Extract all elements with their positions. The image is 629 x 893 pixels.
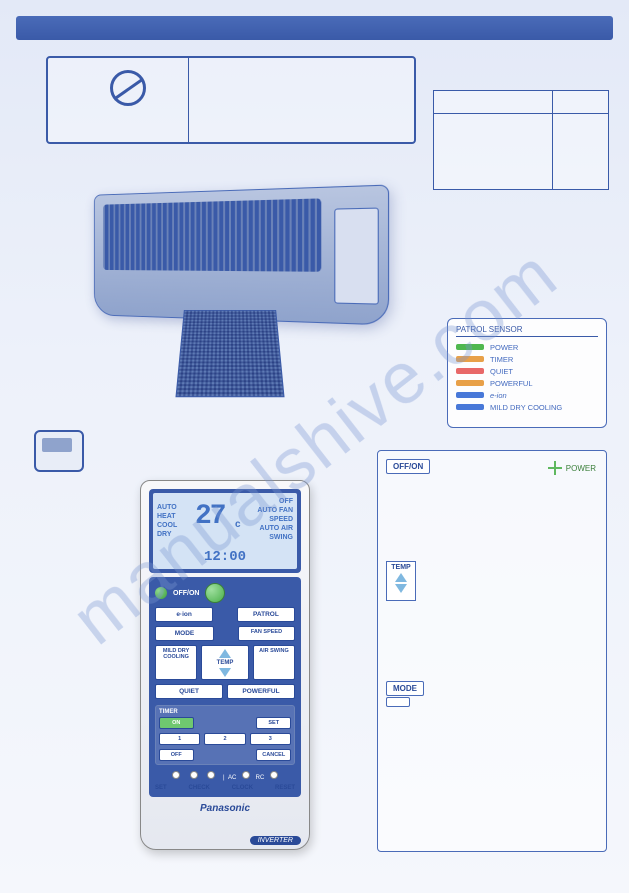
power-indicator: POWER (548, 461, 596, 475)
indicator-title: PATROL SENSOR (456, 325, 598, 337)
mode-button[interactable]: MODE (155, 626, 214, 641)
power-label: POWER (566, 464, 596, 473)
spec-table (433, 90, 609, 190)
lcd-temp-unit: c (235, 519, 241, 530)
spark-icon (548, 461, 562, 475)
indicator-led (155, 587, 167, 599)
air-filter (175, 310, 284, 397)
lcd-clock: 12:00 (153, 549, 297, 565)
indicator-row: e-ion (456, 389, 598, 401)
bottom-labels: SET CHECK CLOCK RESET (155, 785, 295, 791)
inverter-badge: INVERTER (250, 836, 301, 845)
power-button[interactable] (205, 583, 225, 603)
ac-grill (103, 198, 321, 271)
temp-control: TEMP (386, 561, 416, 601)
mild-dry-button[interactable]: MILD DRY COOLING (155, 645, 197, 680)
remote-control: AUTO HEAT COOL DRY OFF AUTO FAN SPEED AU… (140, 480, 310, 850)
remote-lcd: AUTO HEAT COOL DRY OFF AUTO FAN SPEED AU… (153, 493, 297, 569)
indicator-panel: PATROL SENSOR POWER TIMER QUIET POWERFUL… (447, 318, 607, 428)
lcd-modes-right: OFF AUTO FAN SPEED AUTO AIR SWING (257, 497, 293, 542)
indicator-row: POWERFUL (456, 377, 598, 389)
ac-display-panel (334, 208, 379, 305)
remote-screen-frame: AUTO HEAT COOL DRY OFF AUTO FAN SPEED AU… (149, 489, 301, 573)
quiet-button[interactable]: QUIET (155, 684, 223, 699)
header-bar (16, 16, 613, 40)
timer-cancel-button[interactable]: CANCEL (256, 749, 291, 761)
powerful-button[interactable]: POWERFUL (227, 684, 295, 699)
pin-row: | AC RC (155, 771, 295, 781)
eion-button[interactable]: e·ion (155, 607, 213, 622)
brand-logo: Panasonic (149, 803, 301, 814)
top-info-box (46, 56, 416, 144)
remote-buttons: OFF/ON e·ion PATROL MODE FAN SPEED MILD … (149, 577, 301, 797)
indicator-row: QUIET (456, 365, 598, 377)
louver-icon (34, 430, 84, 472)
timer-1[interactable]: 1 (159, 733, 200, 745)
mode-blank (386, 697, 410, 707)
indicator-row: POWER (456, 341, 598, 353)
pin-button[interactable] (172, 771, 180, 779)
pin-button[interactable] (190, 771, 198, 779)
temp-label: TEMP (387, 562, 415, 571)
lcd-modes-left: AUTO HEAT COOL DRY (157, 503, 177, 539)
offon-tag: OFF/ON (386, 459, 430, 474)
timer-off-button[interactable]: OFF (159, 749, 194, 761)
indicator-row: MILD DRY COOLING (456, 401, 598, 413)
pin-button[interactable] (242, 771, 250, 779)
ac-body (94, 185, 389, 326)
patrol-button[interactable]: PATROL (237, 607, 295, 622)
pin-button[interactable] (270, 771, 278, 779)
pin-button[interactable] (207, 771, 215, 779)
timer-section: TIMER ON SET 1 2 3 OFF CANCEL (155, 705, 295, 765)
prohibit-icon (110, 70, 146, 106)
timer-on-button[interactable]: ON (159, 717, 194, 729)
temp-rocker[interactable]: TEMP (201, 645, 249, 680)
timer-2[interactable]: 2 (204, 733, 245, 745)
divider (188, 58, 189, 142)
temp-down-icon (395, 584, 407, 593)
temp-up-icon (395, 573, 407, 582)
timer-3[interactable]: 3 (250, 733, 291, 745)
offon-label: OFF/ON (173, 590, 199, 597)
fan-speed-button[interactable]: FAN SPEED (238, 626, 295, 641)
mode-tag: MODE (386, 681, 424, 696)
lcd-temperature: 27 (195, 501, 225, 532)
air-swing-button[interactable]: AIR SWING (253, 645, 295, 680)
indicator-row: TIMER (456, 353, 598, 365)
timer-set-button[interactable]: SET (256, 717, 291, 729)
operation-panel: OFF/ON POWER TEMP MODE (377, 450, 607, 852)
page-container: PATROL SENSOR POWER TIMER QUIET POWERFUL… (0, 0, 629, 893)
